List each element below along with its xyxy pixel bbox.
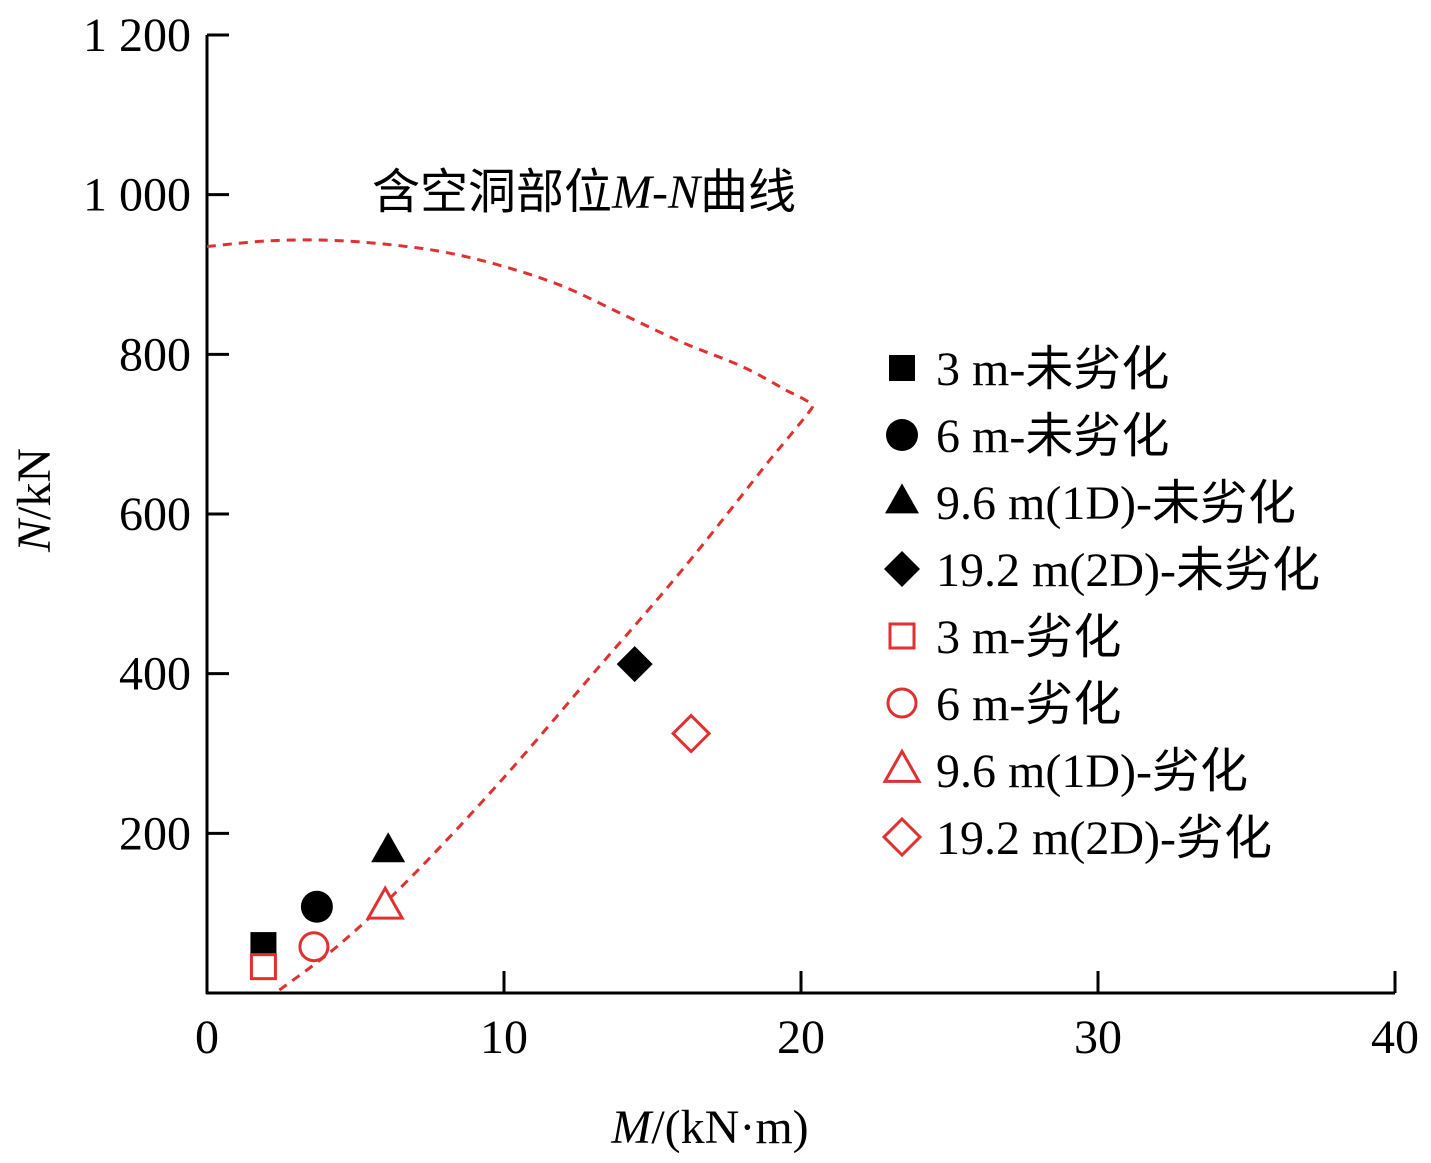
annotation-prefix: 含空洞部位 — [372, 166, 612, 219]
data-point-circle-hollow — [298, 931, 330, 963]
x-axis-title-rest: /(kN·m) — [651, 1101, 808, 1154]
y-axis-title-italic: N — [8, 517, 61, 553]
legend-marker-triangle — [882, 748, 922, 783]
legend-marker-diamond — [884, 551, 920, 587]
legend-item: 19.2 m(2D)-劣化 — [881, 812, 1272, 865]
curve-annotation: 含空洞部位M-N曲线 — [372, 166, 796, 219]
legend-marker-square — [889, 355, 915, 381]
legend-marker-diamond — [881, 816, 923, 858]
data-point-circle-filled — [300, 890, 333, 923]
y-tick-label: 800 — [119, 328, 191, 381]
y-tick-label: 1 200 — [83, 9, 191, 62]
annotation-m: M — [611, 166, 655, 219]
legend-item: 6 m-未劣化 — [886, 410, 1169, 463]
x-tick-label: 20 — [777, 1011, 825, 1064]
legend-item: 19.2 m(2D)-未劣化 — [884, 544, 1320, 597]
legend-label: 9.6 m(1D)-劣化 — [936, 745, 1248, 798]
legend-marker-triangle — [885, 483, 919, 514]
legend-marker-square — [888, 622, 916, 650]
legend-label: 3 m-未劣化 — [936, 343, 1169, 396]
data-point-square-hollow — [249, 953, 277, 981]
data-point-triangle-hollow — [365, 885, 405, 920]
annotation-suffix: 曲线 — [700, 166, 796, 219]
legend-marker-circle — [886, 687, 918, 719]
legend-label: 3 m-劣化 — [936, 611, 1121, 664]
data-point-diamond-filled — [616, 646, 653, 683]
data-point-diamond-hollow — [670, 713, 712, 754]
y-tick-label: 600 — [119, 488, 191, 541]
annotation-dash: - — [652, 166, 668, 219]
mn-curve-layer — [206, 238, 815, 995]
legend-item: 3 m-劣化 — [888, 611, 1121, 664]
x-tick-label: 0 — [195, 1011, 219, 1064]
y-tick-label: 400 — [119, 648, 191, 701]
x-axis-title-italic: M — [610, 1101, 654, 1154]
y-axis-title-rest: /kN — [8, 448, 61, 520]
y-tick-label: 1 000 — [83, 169, 191, 222]
legend-label: 6 m-劣化 — [936, 678, 1121, 731]
x-axis-title: M/(kN·m) — [610, 1101, 808, 1154]
legend-label: 6 m-未劣化 — [936, 410, 1169, 463]
axes: 0 10 20 30 40 200 400 600 800 1 000 1 200 — [83, 9, 1419, 1064]
legend-item: 9.6 m(1D)-劣化 — [882, 745, 1248, 798]
legend-label: 19.2 m(2D)-未劣化 — [936, 544, 1320, 597]
annotation-n: N — [667, 166, 703, 219]
legend-marker-circle — [886, 419, 918, 451]
x-tick-label: 40 — [1371, 1011, 1419, 1064]
legend-item: 6 m-劣化 — [886, 678, 1121, 731]
legend-item: 3 m-未劣化 — [889, 343, 1169, 396]
legend: 3 m-未劣化 6 m-未劣化 9.6 m(1D)-未劣化 19.2 m(2D)-未劣… — [881, 343, 1320, 865]
legend-label: 19.2 m(2D)-劣化 — [936, 812, 1272, 865]
legend-item: 9.6 m(1D)-未劣化 — [885, 477, 1296, 530]
x-tick-label: 10 — [480, 1011, 528, 1064]
mn-curve — [206, 238, 815, 995]
x-tick-label: 30 — [1074, 1011, 1122, 1064]
legend-label: 9.6 m(1D)-未劣化 — [936, 477, 1296, 530]
y-tick-label: 200 — [119, 807, 191, 860]
y-axis-title: N/kN — [8, 448, 61, 553]
data-point-triangle-filled — [371, 832, 406, 863]
markers-layer — [249, 646, 712, 981]
